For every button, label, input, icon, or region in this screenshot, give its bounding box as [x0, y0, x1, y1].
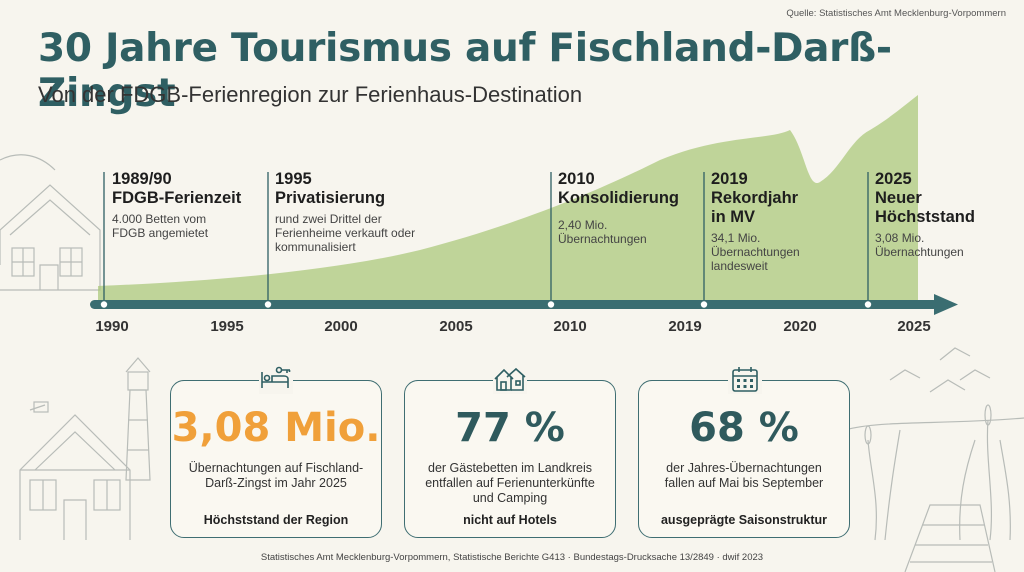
stat-note: Höchststand der Region [203, 513, 349, 527]
page-title: 30 Jahre Tourismus auf Fischland-Darß-Zi… [38, 26, 892, 116]
milestone-title: 2025 Neuer Höchststand [875, 170, 975, 226]
stat-note: ausgeprägte Saisonstruktur [660, 513, 827, 527]
stat-description: der Gästebetten im Landkreis entfallen a… [425, 461, 595, 505]
milestone-2025: 2025 Neuer Höchststand 3,08 Mio. Übernac… [875, 170, 975, 259]
year-label: 2025 [897, 318, 931, 335]
stat-value: 77 % [455, 405, 565, 451]
milestone-title: 1989/90 FDGB-Ferienzeit [112, 170, 242, 207]
stat-description: Übernachtungen auf Fischland- Darß-Zings… [188, 461, 364, 490]
milestone-lines [103, 172, 869, 304]
bed-key-icon [259, 364, 293, 394]
year-label: 2005 [439, 318, 473, 335]
milestone-title: 1995 Privatisierung [275, 170, 386, 207]
farmhouse-illustration [0, 154, 101, 291]
year-label: 2020 [783, 318, 817, 335]
milestone-1995: 1995 Privatisierung rund zwei Drittel de… [275, 170, 415, 254]
footer-sources: Statistisches Amt Mecklenburg-Vorpommern… [260, 552, 764, 563]
milestone-desc: 3,08 Mio. Übernachtungen [875, 231, 964, 259]
year-label: 2019 [668, 318, 702, 335]
year-label: 1995 [210, 318, 244, 335]
milestone-desc: rund zwei Drittel der Ferienheime verkau… [275, 212, 416, 254]
timeline-axis [90, 294, 958, 315]
milestone-title: 2010 Konsolidierung [558, 170, 679, 207]
stat-card-season: 68 % der Jahres-Übernachtungen fallen au… [638, 380, 850, 538]
reeds-pier-illustration [844, 347, 1024, 572]
stat-value: 3,08 Mio. [171, 405, 381, 451]
stat-value: 68 % [689, 405, 799, 451]
stat-card-overnights: 3,08 Mio. Übernachtungen auf Fischland- … [170, 380, 382, 538]
overnight-area [98, 95, 918, 304]
houses-icon [493, 364, 527, 394]
milestone-1989: 1989/90 FDGB-Ferienzeit 4.000 Betten vom… [112, 170, 241, 240]
page-subtitle: Von der FDGB-Ferienregion zur Ferienhaus… [38, 82, 583, 107]
source-note-top: Quelle: Statistisches Amt Mecklenburg-Vo… [786, 8, 1006, 19]
stat-note: nicht auf Hotels [463, 513, 557, 527]
stat-card-beds: 77 % der Gästebetten im Landkreis entfal… [404, 380, 616, 538]
stat-description: der Jahres-Übernachtungen fallen auf Mai… [664, 461, 824, 490]
year-label: 2010 [553, 318, 587, 335]
milestone-desc: 34,1 Mio. Übernachtungen landesweit [711, 231, 800, 273]
calendar-icon [728, 364, 762, 394]
milestone-desc: 4.000 Betten vom FDGB angemietet [112, 212, 209, 240]
milestone-desc: 2,40 Mio. Übernachtungen [558, 218, 647, 246]
year-label: 2000 [324, 318, 358, 335]
lighthouse-house-illustration [19, 357, 151, 540]
milestone-2010: 2010 Konsolidierung 2,40 Mio. Übernachtu… [558, 170, 679, 246]
milestone-title: 2019 Rekordjahr in MV [711, 170, 799, 226]
year-label: 1990 [95, 318, 129, 335]
milestone-2019: 2019 Rekordjahr in MV 34,1 Mio. Übernach… [711, 170, 800, 273]
